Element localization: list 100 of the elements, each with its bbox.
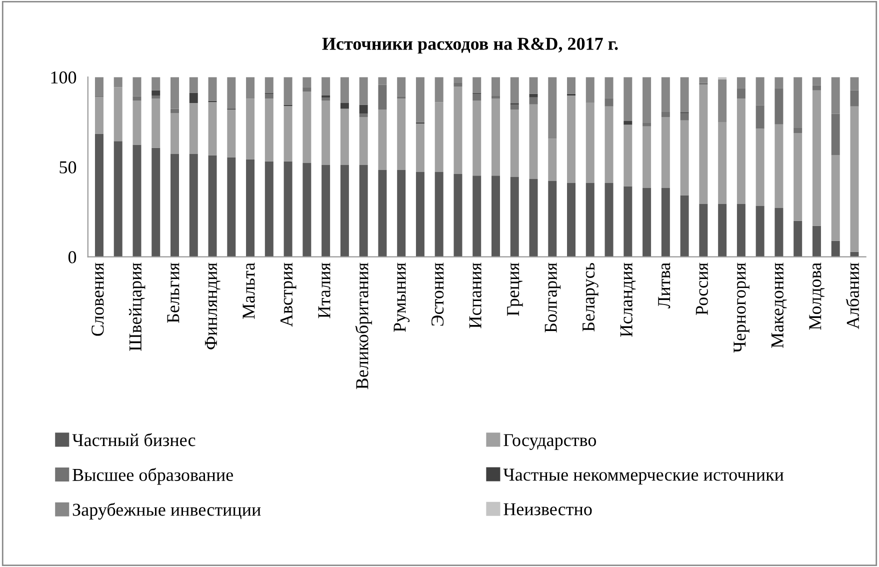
bar	[529, 179, 538, 257]
bar	[548, 138, 557, 181]
bar	[586, 102, 594, 183]
bar	[340, 102, 349, 109]
bar	[831, 155, 840, 241]
bar	[774, 77, 784, 88]
bar	[736, 204, 746, 257]
bar	[567, 182, 576, 257]
bar	[416, 172, 424, 257]
bar	[548, 77, 557, 139]
bar	[756, 206, 764, 257]
bar	[264, 161, 274, 257]
bar	[548, 181, 557, 257]
bar	[850, 77, 859, 90]
bar	[604, 77, 614, 98]
bar	[794, 133, 802, 221]
x-tick-label: Болгария	[544, 262, 561, 332]
x-tick-label: Литва	[658, 262, 670, 308]
bar	[208, 155, 217, 257]
bar	[152, 148, 160, 257]
bar	[416, 124, 424, 172]
bar	[152, 95, 160, 99]
bar	[378, 77, 387, 85]
bar	[340, 108, 349, 166]
bar	[322, 98, 330, 100]
chart-title: Источники расходов на R&D, 2017 г.	[322, 38, 618, 54]
bar	[661, 117, 670, 188]
bar	[227, 110, 236, 158]
bar	[340, 165, 349, 257]
x-tick-label: Россия	[696, 262, 708, 315]
bar	[661, 188, 670, 257]
bar	[378, 170, 387, 257]
bar	[794, 128, 802, 134]
bar	[208, 102, 217, 156]
x-tick-label: Беларусь	[582, 262, 598, 332]
x-tick-label: Эстония	[431, 262, 444, 326]
bar	[756, 77, 764, 106]
bar	[152, 77, 160, 90]
bar	[812, 85, 821, 90]
bar	[529, 94, 538, 98]
bar	[359, 104, 368, 114]
legend-label: Неизвестно	[504, 503, 592, 516]
bar	[189, 92, 198, 103]
bar	[284, 161, 292, 257]
bar	[624, 124, 632, 186]
bar	[529, 77, 538, 94]
legend-label: Государство	[504, 434, 596, 450]
bar	[624, 77, 632, 121]
bar	[680, 113, 689, 120]
bar	[661, 77, 670, 112]
bar	[491, 176, 500, 257]
bar	[794, 77, 802, 128]
bar	[812, 77, 821, 86]
bar	[189, 77, 198, 93]
bar	[434, 102, 444, 172]
bar	[472, 176, 482, 257]
bar	[132, 96, 142, 100]
bar	[831, 114, 840, 156]
bar	[189, 154, 198, 257]
legend-label: Высшее образование	[72, 468, 233, 485]
bar	[624, 186, 632, 257]
bar	[756, 105, 764, 129]
bar	[94, 77, 104, 97]
bar	[114, 87, 122, 142]
x-tick-label: Мальта	[242, 262, 255, 319]
bar	[94, 134, 104, 257]
bar	[284, 77, 292, 105]
bar	[642, 77, 652, 123]
bar	[284, 106, 292, 162]
bar	[152, 90, 160, 96]
bar	[491, 98, 500, 176]
bar	[604, 98, 614, 106]
bar	[227, 157, 236, 257]
bar	[322, 100, 330, 166]
x-tick-label: Черногория	[734, 262, 750, 353]
bar	[170, 77, 180, 109]
bar	[586, 77, 594, 103]
bar	[510, 177, 519, 257]
bar	[529, 104, 538, 180]
x-tick-label: Австрия	[280, 262, 296, 327]
bar	[794, 220, 802, 257]
bar	[170, 154, 180, 257]
bar	[472, 77, 482, 93]
bar	[699, 204, 708, 257]
bar	[624, 120, 632, 125]
x-tick-label: Финляндия	[205, 262, 220, 350]
bar	[378, 84, 387, 110]
x-tick-label: Молдова	[809, 262, 825, 330]
bar	[322, 77, 330, 96]
y-tick-label: 0	[68, 251, 76, 264]
bar	[699, 77, 708, 83]
bar	[736, 77, 746, 88]
bar	[774, 88, 784, 124]
bar	[397, 170, 406, 257]
x-tick-label: Великобритания	[355, 262, 372, 390]
bar	[152, 98, 160, 148]
bar	[472, 100, 482, 176]
bar	[680, 77, 689, 112]
bar	[756, 128, 764, 206]
bar	[322, 165, 330, 257]
